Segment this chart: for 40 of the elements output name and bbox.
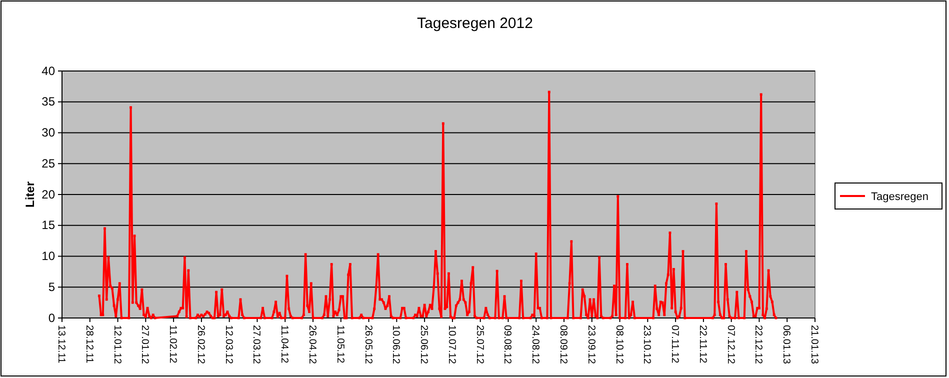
x-tick-label: 10.06.12 [390, 325, 402, 364]
x-tick-label: 26.04.12 [306, 325, 318, 364]
y-tick-label: 5 [48, 280, 56, 294]
y-tick-label: 20 [42, 187, 56, 202]
y-tick-label: 10 [42, 249, 56, 264]
x-tick-label: 07.12.12 [724, 325, 736, 364]
x-tick-label: 11.05.12 [334, 325, 346, 364]
x-tick-label: 25.06.12 [418, 325, 430, 364]
y-tick-label: 0 [48, 310, 56, 325]
x-tick-label: 11.02.12 [167, 325, 178, 364]
y-tick-label: 40 [42, 64, 56, 78]
x-tick-label: 09.08.12 [502, 325, 513, 364]
x-tick-label: 23.09.12 [585, 325, 596, 364]
x-tick-label: 24.08.12 [530, 325, 541, 364]
x-tick-label: 25.07.12 [474, 325, 485, 364]
x-tick-label: 28.12.11 [83, 325, 94, 364]
y-tick-label: 35 [42, 94, 56, 109]
legend-label: Tagesregen [871, 191, 928, 203]
x-tick-label: 10.07.12 [446, 325, 457, 364]
y-tick-label: 25 [42, 156, 56, 170]
x-tick-label: 08.09.12 [558, 325, 568, 364]
y-tick-label: 15 [42, 218, 56, 232]
x-tick-label: 26.02.12 [194, 325, 206, 364]
x-tick-label: 22.12.12 [752, 325, 764, 364]
x-tick-label: 11.04.12 [278, 325, 290, 364]
x-tick-label: 21.01.13 [808, 325, 820, 364]
x-tick-label: 08.10.12 [613, 325, 624, 364]
x-tick-label: 26.05.12 [362, 325, 374, 364]
x-tick-label: 06.01.13 [780, 325, 792, 364]
x-tick-label: 12.01.12 [111, 325, 122, 364]
x-tick-label: 07.11.12 [669, 325, 680, 364]
y-axis-title: Liter [23, 181, 37, 208]
x-tick-label: 12.03.12 [222, 325, 234, 364]
x-tick-label: 22.11.12 [696, 325, 708, 364]
x-tick-label: 27.01.12 [139, 325, 150, 364]
y-tick-label: 30 [42, 126, 56, 140]
x-tick-label: 13.12.11 [56, 325, 66, 364]
chart-title: Tagesregen 2012 [417, 15, 533, 32]
x-tick-label: 23.10.12 [641, 325, 652, 364]
x-tick-label: 27.03.12 [250, 325, 262, 364]
